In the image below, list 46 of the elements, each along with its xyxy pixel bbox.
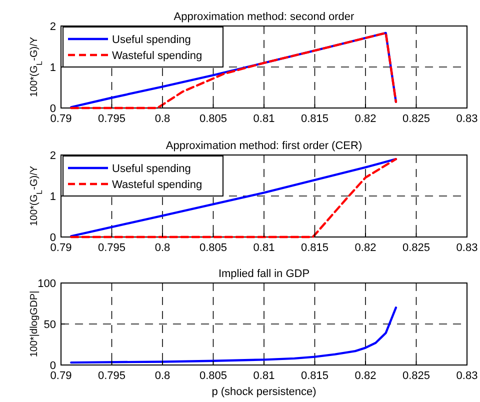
x-tick-label: 0.83 [456, 370, 478, 382]
legend-label: Useful spending [112, 163, 191, 175]
x-tick-label: 0.82 [354, 370, 376, 382]
x-tick-label: 0.795 [98, 370, 126, 382]
y-tick-label: 2 [50, 21, 56, 33]
x-tick-label: 0.79 [50, 242, 72, 254]
x-tick-label: 0.815 [300, 370, 329, 382]
x-tick-label: 0.805 [199, 242, 228, 254]
x-tick-label: 0.805 [199, 113, 228, 125]
x-tick-label: 0.82 [354, 113, 376, 125]
y-tick-label: 0 [50, 232, 56, 244]
chart-title: Implied fall in GDP [218, 268, 310, 280]
chart-title: Approximation method: first order (CER) [166, 140, 362, 152]
y-tick-label: 0 [50, 103, 56, 115]
x-tick-label: 0.8 [154, 242, 170, 254]
x-tick-label: 0.81 [253, 242, 275, 254]
x-tick-label: 0.79 [50, 113, 72, 125]
y-tick-label: 1 [50, 62, 56, 74]
y-tick-label: 50 [44, 319, 56, 331]
y-tick-label: 2 [50, 150, 56, 162]
y-tick-label: 100 [38, 278, 56, 290]
x-tick-label: 0.81 [253, 370, 275, 382]
chart-title: Approximation method: second order [174, 11, 355, 23]
x-tick-label: 0.815 [300, 113, 329, 125]
legend-label: Wasteful spending [112, 50, 202, 62]
x-tick-label: 0.82 [354, 242, 376, 254]
legend-label: Useful spending [112, 34, 191, 46]
x-tick-label: 0.815 [300, 242, 329, 254]
x-tick-label: 0.8 [154, 370, 170, 382]
x-tick-label: 0.83 [456, 113, 478, 125]
legend-label: Wasteful spending [112, 179, 202, 191]
y-tick-label: 1 [50, 191, 56, 203]
x-tick-label: 0.79 [50, 370, 72, 382]
x-tick-label: 0.825 [402, 370, 430, 382]
x-tick-label: 0.8 [154, 113, 170, 125]
x-tick-label: 0.825 [402, 242, 430, 254]
x-tick-label: 0.81 [253, 113, 275, 125]
y-tick-label: 0 [50, 360, 56, 372]
x-axis-title: p (shock persistence) [212, 386, 316, 398]
x-tick-label: 0.805 [199, 370, 228, 382]
x-tick-label: 0.795 [98, 113, 126, 125]
line-series [70, 306, 398, 364]
x-tick-label: 0.795 [98, 242, 126, 254]
x-tick-label: 0.83 [456, 242, 478, 254]
y-axis-title: 100*|dlogGDP| [29, 290, 40, 358]
x-tick-label: 0.825 [402, 113, 430, 125]
